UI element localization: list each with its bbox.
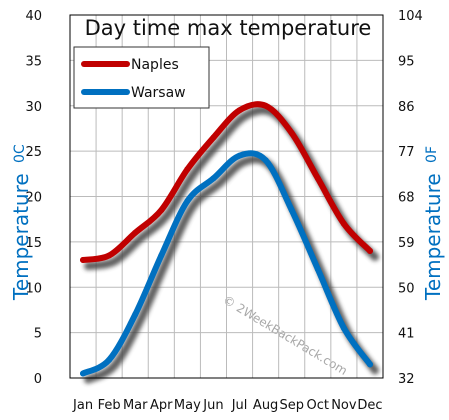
series-shadow-line	[84, 155, 379, 384]
x-tick-label: Nov	[331, 398, 357, 413]
y2-tick-label: 50	[398, 281, 415, 296]
y2-tick-label: 41	[398, 327, 415, 342]
y2-axis-title-text: Temperature	[421, 173, 445, 301]
data-point-naples	[184, 166, 191, 173]
x-tick-label: Aug	[253, 398, 278, 413]
legend-label-naples: Naples	[131, 57, 179, 73]
y-axis-title: Temperature 0C	[9, 144, 33, 301]
data-point-naples	[288, 129, 295, 136]
data-point-warsaw	[132, 311, 139, 318]
data-point-naples	[340, 220, 347, 227]
y2-tick-label: 32	[398, 372, 415, 387]
series-shadow-line	[84, 106, 379, 270]
x-tick-label: Jul	[231, 398, 248, 413]
data-point-warsaw	[366, 361, 373, 368]
y-tick-label: 25	[25, 145, 42, 160]
data-point-warsaw	[314, 266, 321, 273]
y-tick-label: 0	[34, 372, 42, 387]
data-point-naples	[80, 257, 87, 264]
y2-tick-label: 86	[398, 100, 415, 115]
legend-label-warsaw: Warsaw	[131, 85, 186, 101]
series-shadow-warsaw	[84, 155, 379, 384]
data-point-warsaw	[184, 198, 191, 205]
legend-box	[73, 46, 210, 109]
x-tick-label: May	[174, 398, 201, 413]
x-tick-label: Jan	[72, 398, 93, 413]
y2-axis-title: Temperature 0F	[421, 146, 445, 301]
x-tick-label: Sep	[279, 398, 304, 413]
y2-tick-label: 95	[398, 54, 415, 69]
plot-frame	[69, 14, 384, 379]
data-point-naples	[236, 107, 243, 114]
y-axis-ticks: 0 5 10 15 20 25 30 35 40	[25, 9, 42, 387]
y-tick-label: 35	[25, 54, 42, 69]
data-point-naples	[366, 247, 373, 254]
y2-tick-label: 77	[398, 145, 415, 160]
y-tick-label: 30	[25, 100, 42, 115]
data-point-warsaw	[288, 207, 295, 214]
x-tick-label: Apr	[150, 398, 173, 413]
y-tick-label: 20	[25, 191, 42, 206]
y2-axis-unit: 0F	[424, 146, 440, 163]
x-tick-label: Jun	[202, 398, 223, 413]
x-tick-label: Dec	[357, 398, 382, 413]
y-axis-unit: 0C	[12, 144, 28, 163]
data-point-naples	[314, 175, 321, 182]
chart-title: Day time max temperature	[85, 16, 372, 40]
x-tick-label: Oct	[307, 398, 329, 413]
data-point-warsaw	[210, 175, 217, 182]
data-point-naples	[262, 102, 269, 109]
series-shadow-naples	[84, 106, 379, 270]
data-point-naples	[106, 252, 113, 259]
y-tick-label: 15	[25, 236, 42, 251]
y-tick-label: 10	[25, 281, 42, 296]
y-axis-title-text: Temperature	[9, 173, 33, 301]
data-point-naples	[210, 134, 217, 141]
y-tick-label: 5	[34, 327, 42, 342]
y2-axis-ticks: 32 41 50 59 68 77 86 95 104	[398, 9, 423, 387]
y2-tick-label: 68	[398, 191, 415, 206]
data-point-warsaw	[80, 370, 87, 377]
data-point-naples	[132, 229, 139, 236]
series-lines	[80, 101, 379, 384]
legend: Naples Warsaw	[73, 46, 210, 109]
data-point-warsaw	[158, 252, 165, 259]
x-tick-label: Feb	[98, 398, 121, 413]
x-tick-label: Mar	[123, 398, 148, 413]
data-point-warsaw	[236, 152, 243, 159]
y2-tick-label: 59	[398, 236, 415, 251]
data-point-warsaw	[340, 325, 347, 332]
y2-tick-label: 104	[398, 9, 423, 24]
data-point-naples	[158, 207, 165, 214]
data-point-warsaw	[262, 157, 269, 164]
data-point-warsaw	[106, 356, 113, 363]
x-axis-ticks: Jan Feb Mar Apr May Jun Jul Aug Sep Oct Nov Dec	[72, 398, 383, 413]
y-tick-label: 40	[25, 9, 42, 24]
